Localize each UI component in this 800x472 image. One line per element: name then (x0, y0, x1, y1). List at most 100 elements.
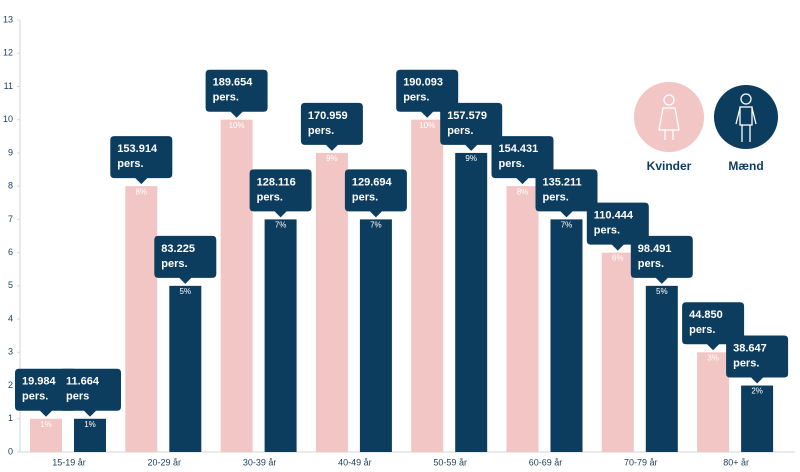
value-label: 9% (326, 154, 338, 163)
callout (249, 169, 312, 218)
x-tick-label: 60-69 år (529, 457, 563, 467)
callout-unit: pers. (689, 324, 715, 336)
callout-number: 44.850 (689, 309, 723, 321)
bar (315, 152, 348, 452)
y-tick-label: 7 (8, 214, 13, 224)
callout-unit: pers. (352, 191, 378, 203)
bar (220, 119, 253, 452)
callout-number: 154.431 (499, 143, 539, 155)
callout-unit: pers. (543, 191, 569, 203)
value-label: 10% (229, 121, 245, 130)
y-tick-label: 10 (3, 114, 13, 124)
callout-number: 128.116 (257, 176, 296, 188)
callout-unit: pers. (403, 92, 429, 104)
x-tick-label: 20-29 år (148, 457, 182, 467)
y-tick-label: 9 (8, 147, 13, 157)
value-label: 5% (656, 287, 668, 296)
callout (440, 102, 503, 151)
value-label: 8% (136, 187, 148, 196)
callout (59, 368, 121, 417)
icon-man (735, 93, 757, 142)
callout (300, 102, 363, 151)
bar (741, 385, 774, 452)
value-label: 8% (517, 187, 529, 196)
callout (344, 169, 407, 218)
bar (697, 352, 730, 452)
y-tick-label: 12 (3, 48, 13, 58)
callout-number: 157.579 (447, 110, 487, 122)
x-tick-label: 15-19 år (52, 457, 86, 467)
bar (455, 152, 488, 452)
y-tick-label: 3 (8, 347, 13, 357)
y-tick-label: 1 (8, 413, 13, 423)
bar (125, 186, 158, 452)
y-tick-label: 5 (8, 280, 13, 290)
y-tick-label: 2 (8, 380, 13, 390)
callout-unit: pers (66, 391, 89, 403)
x-tick-label: 30-39 år (243, 457, 277, 467)
callout-number: 98.491 (638, 243, 672, 255)
callout-number: 153.914 (117, 143, 158, 155)
callout-unit: pers. (213, 92, 239, 104)
x-tick-label: 70-79 år (624, 457, 658, 467)
callout-number: 189.654 (213, 77, 254, 89)
callout (726, 335, 789, 384)
bar (550, 219, 583, 452)
callout-number: 190.093 (403, 77, 443, 89)
callout-unit: pers. (594, 225, 620, 237)
value-label: 3% (707, 353, 719, 362)
callout-number: 110.444 (594, 210, 634, 222)
legend-swatch-women (634, 82, 704, 152)
value-label: 1% (84, 420, 96, 429)
callout-unit: pers. (22, 391, 48, 403)
callout-number: 83.225 (161, 243, 195, 255)
value-label: 10% (419, 121, 435, 130)
value-label: 7% (561, 220, 573, 229)
callout-unit: pers. (447, 125, 473, 137)
legend-label: Kvinder (647, 159, 692, 173)
callout-number: 11.664 (66, 376, 100, 388)
bar (601, 252, 634, 452)
callout (205, 69, 268, 118)
x-tick-label: 80+ år (723, 457, 749, 467)
y-tick-label: 8 (8, 181, 13, 191)
y-tick-label: 6 (8, 247, 13, 257)
bar (359, 219, 392, 452)
value-label: 7% (275, 220, 287, 229)
bar (169, 285, 202, 452)
value-label: 1% (40, 420, 52, 429)
y-tick-label: 13 (3, 14, 13, 24)
value-label: 5% (180, 287, 192, 296)
callout-number: 38.647 (733, 342, 767, 354)
bar (645, 285, 678, 452)
legend-icons (634, 82, 778, 152)
callout-unit: pers. (257, 191, 283, 203)
legend-label: Mænd (728, 159, 763, 173)
x-tick-label: 40-49 år (338, 457, 372, 467)
value-label: 9% (465, 154, 477, 163)
value-label: 6% (612, 254, 624, 263)
callout-unit: pers. (117, 158, 143, 170)
bar (74, 418, 106, 452)
x-tick-label: 50-59 år (433, 457, 467, 467)
legend-swatch-men (714, 85, 778, 149)
y-tick-label: 4 (8, 313, 13, 323)
value-label: 2% (751, 387, 763, 396)
bar (264, 219, 297, 452)
bar (411, 119, 444, 452)
callout (154, 235, 217, 284)
callout-unit: pers. (308, 125, 334, 137)
callout-unit: pers. (733, 357, 759, 369)
y-tick-label: 0 (8, 446, 13, 456)
callout-number: 19.984 (22, 376, 57, 388)
callout-number: 170.959 (308, 110, 348, 122)
bar (30, 418, 62, 452)
callout-unit: pers. (638, 258, 664, 270)
callout-unit: pers. (499, 158, 525, 170)
bar (506, 186, 539, 452)
callout-number: 129.694 (352, 176, 393, 188)
callout-number: 135.211 (543, 176, 582, 188)
callout (110, 136, 173, 185)
callout (535, 169, 598, 218)
